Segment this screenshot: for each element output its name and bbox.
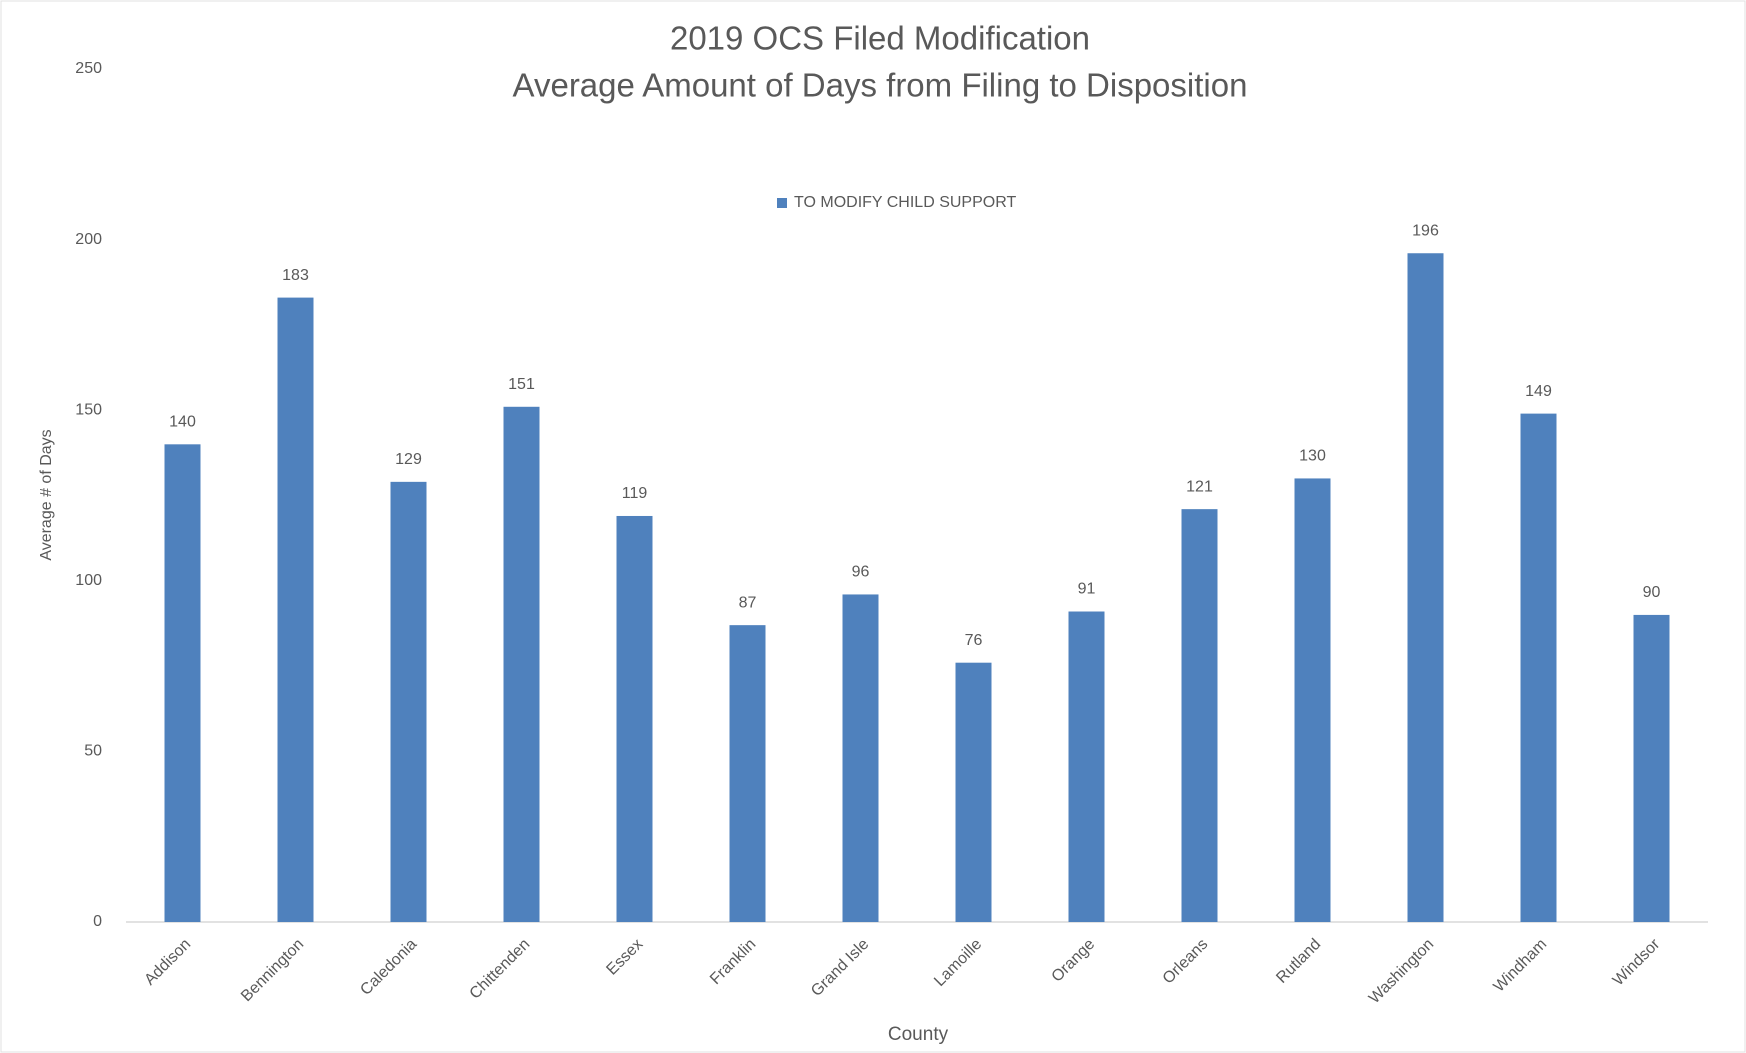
y-tick-label: 0 — [93, 913, 102, 930]
bar — [1294, 478, 1331, 922]
y-tick-label: 50 — [84, 743, 102, 760]
data-label: 149 — [1525, 383, 1552, 400]
y-tick-label: 150 — [75, 401, 102, 418]
y-tick-label: 100 — [75, 572, 102, 589]
x-axis-label: County — [888, 1024, 949, 1045]
bar — [164, 444, 201, 922]
data-label: 183 — [282, 267, 309, 284]
bar — [1181, 509, 1218, 922]
data-label: 140 — [169, 414, 196, 431]
data-label: 76 — [965, 632, 983, 649]
bar — [277, 297, 314, 922]
bar — [955, 662, 992, 922]
bar — [1407, 253, 1444, 923]
data-label: 130 — [1299, 448, 1326, 465]
y-axis-label: Average # of Days — [38, 429, 55, 560]
y-tick-label: 250 — [75, 60, 102, 77]
bar — [1633, 614, 1670, 922]
data-label: 121 — [1186, 478, 1213, 495]
bar — [842, 594, 879, 922]
data-label: 129 — [395, 451, 422, 468]
bar — [503, 406, 540, 923]
legend-label: TO MODIFY CHILD SUPPORT — [794, 194, 1016, 211]
chart-title: 2019 OCS Filed Modification — [670, 20, 1090, 57]
data-label: 90 — [1643, 584, 1661, 601]
data-label: 87 — [739, 594, 757, 611]
data-label: 91 — [1078, 581, 1096, 598]
y-tick-label: 200 — [75, 231, 102, 248]
data-label: 151 — [508, 376, 535, 393]
legend-swatch — [777, 198, 787, 208]
data-label: 119 — [622, 485, 648, 502]
data-label: 196 — [1412, 222, 1439, 239]
bar — [616, 515, 653, 922]
bar — [390, 481, 427, 922]
data-label: 96 — [852, 564, 870, 581]
bar — [1520, 413, 1557, 922]
bar — [729, 625, 766, 922]
chart-subtitle: Average Amount of Days from Filing to Di… — [513, 67, 1248, 104]
bar — [1068, 611, 1105, 922]
